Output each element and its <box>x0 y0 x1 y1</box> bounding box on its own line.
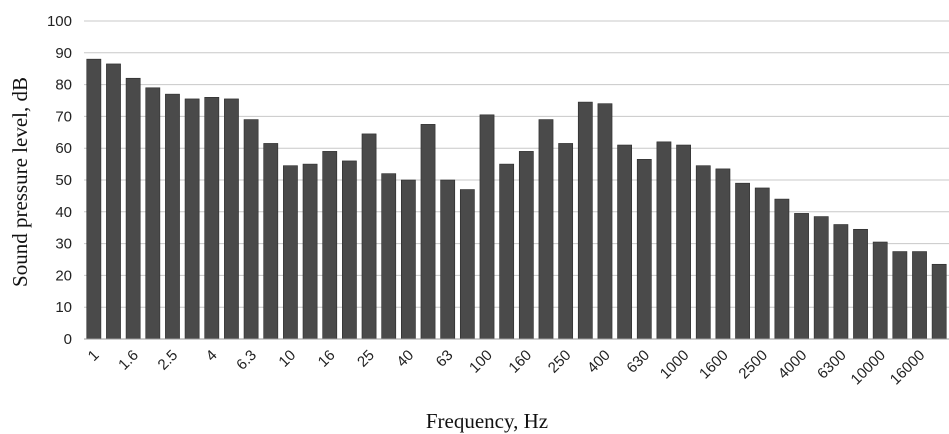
y-axis-title: Sound pressure level, dB <box>8 77 32 287</box>
y-tick-label: 90 <box>55 45 72 62</box>
bar-100 <box>479 114 495 340</box>
bar-160 <box>518 151 534 340</box>
bar-125 <box>499 163 515 340</box>
x-tick-label: 6300 <box>814 347 850 383</box>
bars <box>86 58 947 340</box>
x-tick-label: 10 <box>275 347 299 371</box>
bar-2000 <box>735 182 750 340</box>
bar-20 <box>342 160 357 340</box>
x-tick-label: 1.6 <box>115 347 142 374</box>
bar-500 <box>617 144 633 340</box>
y-tick-label: 30 <box>55 236 72 253</box>
x-tick-label: 1600 <box>696 347 732 383</box>
bar-250 <box>558 143 574 340</box>
bar-12.5 <box>302 163 318 340</box>
bar-1 <box>86 58 102 340</box>
x-tick-label: 4000 <box>775 347 811 383</box>
bar-800 <box>656 141 672 340</box>
x-tick-label: 4 <box>203 347 221 365</box>
bar-5000 <box>813 216 829 340</box>
y-tick-label: 20 <box>55 267 72 284</box>
x-tick-label: 250 <box>545 347 575 377</box>
bar-8 <box>263 143 279 340</box>
bar-315 <box>577 101 593 340</box>
bar-40 <box>400 179 416 340</box>
bar-16000 <box>912 251 927 340</box>
x-tick-label: 25 <box>354 347 378 371</box>
bar-4 <box>204 97 220 340</box>
x-axis-title: Frequency, Hz <box>426 409 548 433</box>
y-tick-label: 70 <box>55 108 72 125</box>
x-tick-label: 1 <box>85 347 103 365</box>
bar-400 <box>597 103 613 340</box>
bar-50 <box>420 124 436 340</box>
x-axis-ticks: 1 1.6 2.5 4 6.3 10 16 25 40 63 100 160 250 400 630 1000… <box>85 347 929 389</box>
bar-4000 <box>794 213 809 340</box>
y-tick-label: 0 <box>64 331 72 348</box>
bar-1000 <box>676 144 691 340</box>
bar-2.5 <box>165 93 180 340</box>
bar-31.5 <box>381 173 397 340</box>
bar-5 <box>224 98 239 340</box>
x-tick-label: 630 <box>623 347 653 377</box>
y-tick-label: 80 <box>55 77 72 94</box>
y-tick-label: 50 <box>55 172 72 189</box>
bar-1.6 <box>125 77 141 340</box>
x-tick-label: 160 <box>505 347 535 377</box>
bar-63 <box>440 179 456 340</box>
bar-1250 <box>695 165 711 340</box>
x-tick-label: 2.5 <box>155 347 182 374</box>
bar-6.3 <box>243 119 259 340</box>
bar-16 <box>322 151 338 340</box>
x-tick-label: 400 <box>584 347 614 377</box>
bar-10 <box>283 165 298 340</box>
bar-3.15 <box>184 98 200 340</box>
x-tick-label: 10000 <box>848 347 890 389</box>
x-tick-label: 63 <box>433 347 457 371</box>
bar-630 <box>636 159 652 340</box>
x-tick-label: 1000 <box>657 347 693 383</box>
y-tick-label: 40 <box>55 204 72 221</box>
bar-2 <box>145 87 161 340</box>
bar-2500 <box>754 187 770 340</box>
x-tick-label: 40 <box>393 347 417 371</box>
y-tick-label: 100 <box>47 13 72 30</box>
bar-1600 <box>715 168 731 340</box>
bar-8000 <box>853 228 868 340</box>
x-tick-label: 16 <box>315 347 339 371</box>
y-tick-label: 60 <box>55 140 72 157</box>
bar-10000 <box>872 241 888 340</box>
x-tick-label: 6.3 <box>233 347 260 374</box>
bar-12500 <box>892 251 908 340</box>
bar-25 <box>361 133 377 340</box>
y-axis-ticks: 0 10 20 30 40 50 60 70 80 90 100 <box>47 13 72 348</box>
x-tick-label: 2500 <box>735 347 771 383</box>
bar-200 <box>538 119 554 340</box>
bar-6300 <box>833 224 849 340</box>
bar-80 <box>459 189 475 340</box>
y-tick-label: 10 <box>55 299 72 316</box>
x-tick-label: 100 <box>466 347 496 377</box>
bar-1.25 <box>106 63 121 340</box>
bar-3150 <box>774 198 790 340</box>
bar-20000 <box>931 263 947 340</box>
x-tick-label: 16000 <box>887 347 929 389</box>
